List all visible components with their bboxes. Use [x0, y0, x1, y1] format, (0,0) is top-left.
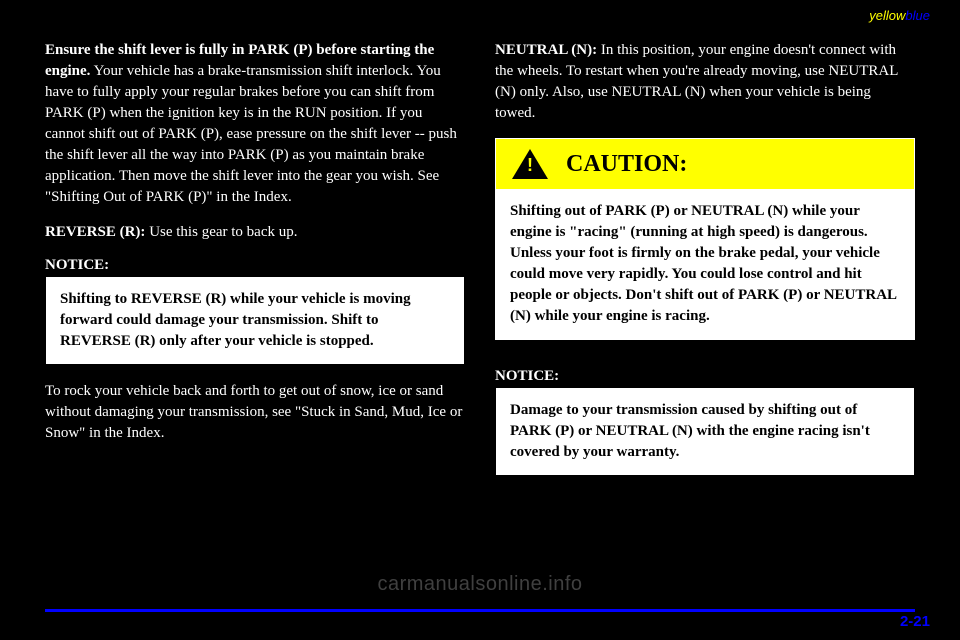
left-paragraph-1: Ensure the shift lever is fully in PARK …: [45, 40, 465, 208]
left-notice-box: Shifting to REVERSE (R) while your vehic…: [45, 276, 465, 365]
right-notice-box: Damage to your transmission caused by sh…: [495, 387, 915, 476]
caution-body: Shifting out of PARK (P) or NEUTRAL (N) …: [496, 189, 914, 339]
watermark-text: carmanualsonline.info: [0, 573, 960, 596]
corner-blue-text: blue: [905, 8, 930, 23]
caution-box: CAUTION: Shifting out of PARK (P) or NEU…: [495, 138, 915, 340]
footer-divider: [45, 609, 915, 612]
left-notice-label: NOTICE:: [45, 257, 465, 274]
left-paragraph-2: REVERSE (R): Use this gear to back up.: [45, 222, 465, 243]
page-number: 2-21: [900, 613, 930, 630]
left-p2-bold: REVERSE (R):: [45, 224, 145, 240]
warning-triangle-icon: [512, 149, 548, 179]
left-paragraph-3: To rock your vehicle back and forth to g…: [45, 381, 465, 444]
left-p1-rest: Your vehicle has a brake-transmission sh…: [45, 63, 457, 205]
corner-branding: yellowblue: [869, 8, 930, 23]
page-content: Ensure the shift lever is fully in PARK …: [45, 40, 915, 600]
caution-label: CAUTION:: [566, 151, 687, 178]
right-notice-label: NOTICE:: [495, 368, 915, 385]
right-p1-bold: NEUTRAL (N):: [495, 42, 597, 58]
right-paragraph-1: NEUTRAL (N): In this position, your engi…: [495, 40, 915, 124]
corner-yellow-text: yellow: [869, 8, 905, 23]
caution-header: CAUTION:: [496, 139, 914, 189]
right-column: NEUTRAL (N): In this position, your engi…: [495, 40, 915, 476]
left-column: Ensure the shift lever is fully in PARK …: [45, 40, 465, 458]
left-p2-rest: Use this gear to back up.: [145, 224, 297, 240]
